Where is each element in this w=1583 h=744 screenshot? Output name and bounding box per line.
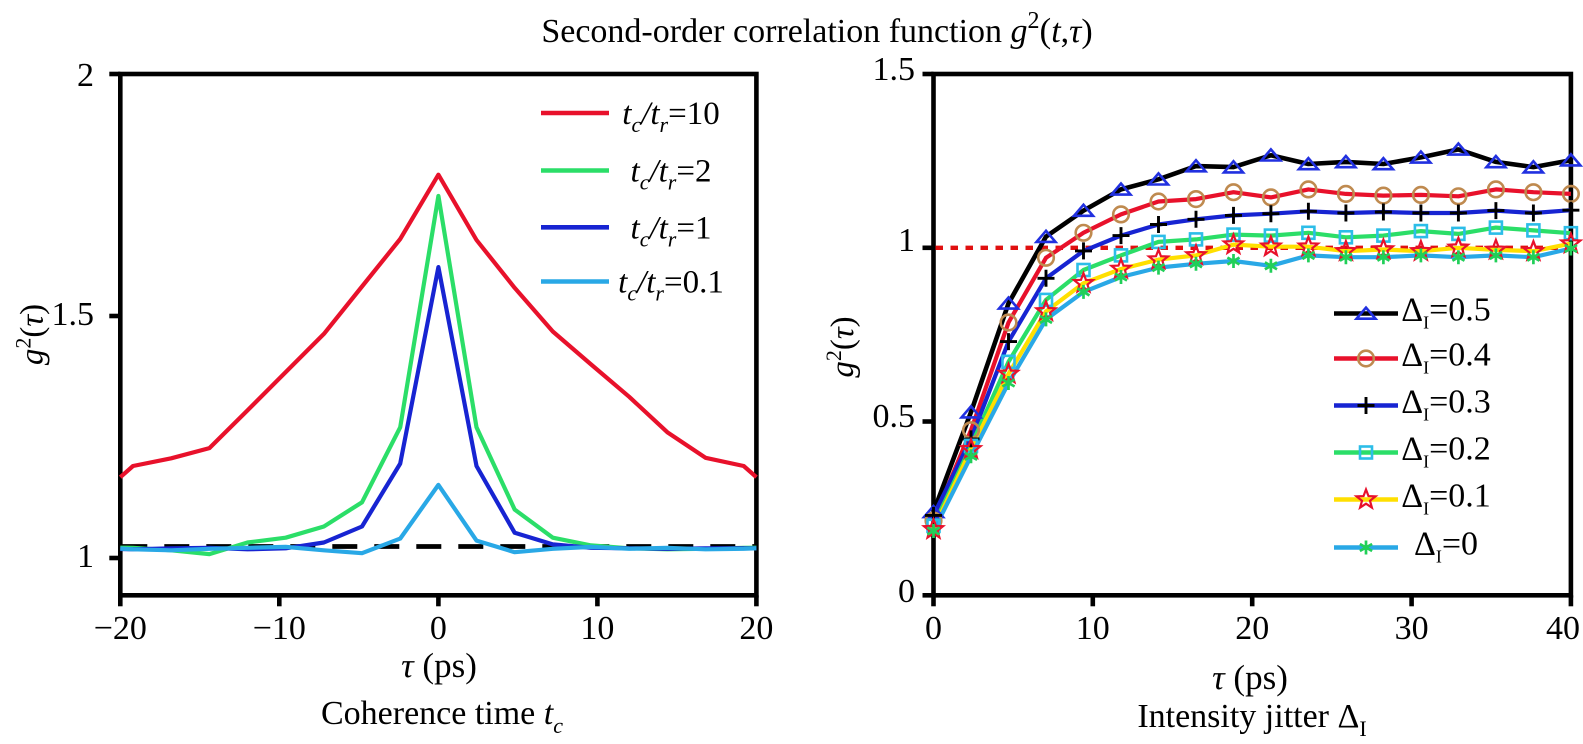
svg-text:0.5: 0.5 <box>873 398 916 435</box>
svg-text:−10: −10 <box>253 610 306 647</box>
svg-text:ΔI=0: ΔI=0 <box>1414 526 1478 567</box>
svg-text:0: 0 <box>430 610 447 647</box>
svg-text:Coherence time tc: Coherence time tc <box>321 695 563 738</box>
svg-text:40: 40 <box>1546 610 1580 647</box>
svg-text:30: 30 <box>1395 610 1429 647</box>
svg-text:20: 20 <box>739 610 773 647</box>
svg-text:τ (ps): τ (ps) <box>1212 658 1288 697</box>
svg-text:ΔI=0.3: ΔI=0.3 <box>1401 384 1491 425</box>
svg-text:ΔI=0.4: ΔI=0.4 <box>1401 337 1491 378</box>
svg-text:ΔI=0.5: ΔI=0.5 <box>1401 292 1491 333</box>
svg-text:0: 0 <box>898 573 915 610</box>
svg-text:Second-order correlation funct: Second-order correlation function g2(t,τ… <box>541 8 1092 50</box>
svg-text:Intensity jitter ΔI: Intensity jitter ΔI <box>1137 698 1366 741</box>
svg-text:10: 10 <box>580 610 614 647</box>
svg-text:1: 1 <box>77 538 94 575</box>
svg-text:tc/tr=10: tc/tr=10 <box>622 96 719 137</box>
svg-text:1.5: 1.5 <box>873 51 916 88</box>
svg-text:1.5: 1.5 <box>52 296 95 333</box>
svg-text:20: 20 <box>1235 610 1269 647</box>
svg-text:1: 1 <box>898 222 915 259</box>
svg-text:g2(τ): g2(τ) <box>821 316 861 377</box>
svg-text:−20: −20 <box>94 610 147 647</box>
svg-text:τ (ps): τ (ps) <box>401 646 477 685</box>
svg-text:ΔI=0.1: ΔI=0.1 <box>1401 478 1491 519</box>
svg-text:ΔI=0.2: ΔI=0.2 <box>1401 431 1491 472</box>
svg-text:10: 10 <box>1076 610 1110 647</box>
svg-text:0: 0 <box>925 610 942 647</box>
svg-text:g2(τ): g2(τ) <box>11 304 51 365</box>
svg-text:2: 2 <box>77 57 94 94</box>
